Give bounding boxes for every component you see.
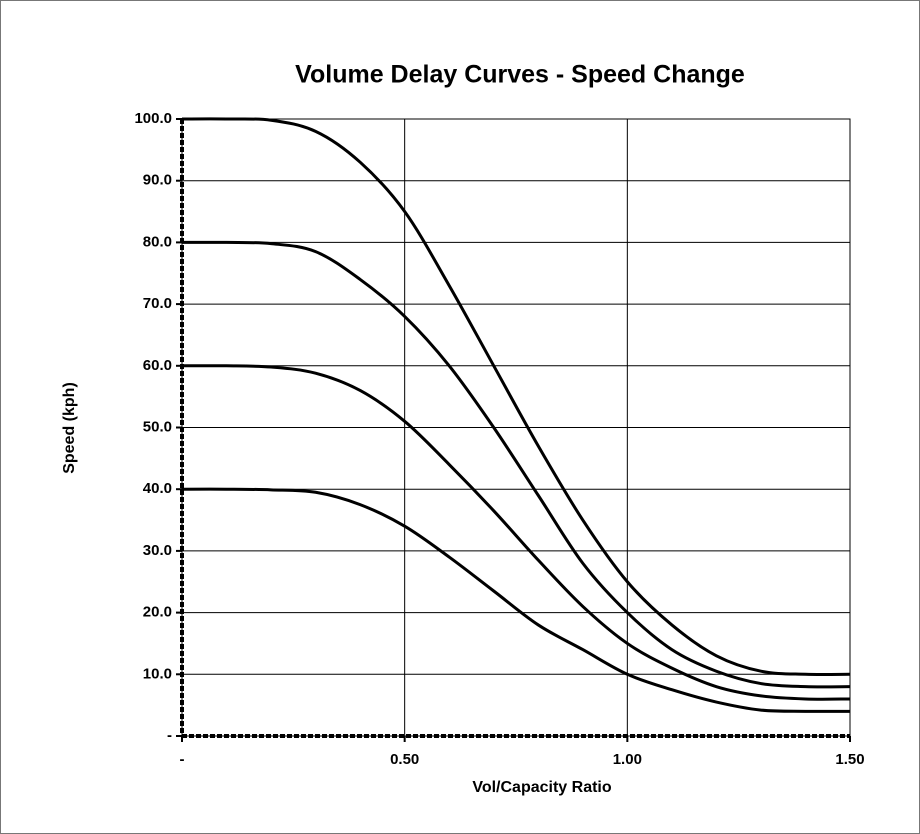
series-line: [181, 364, 851, 701]
chart-title: Volume Delay Curves - Speed Change: [295, 61, 745, 89]
series-line: [181, 240, 851, 689]
y-tick-label: 10.0: [143, 665, 172, 682]
series-line: [181, 487, 851, 713]
x-tick-label: -: [180, 751, 185, 768]
y-tick-label: 30.0: [143, 542, 172, 559]
y-tick-label: 20.0: [143, 604, 172, 621]
y-tick-label: 80.0: [143, 233, 172, 250]
x-tick-label: 1.00: [613, 751, 642, 768]
y-tick-label: 90.0: [143, 172, 172, 189]
y-tick-label: 100.0: [134, 110, 172, 127]
y-tick-label: 40.0: [143, 480, 172, 497]
y-tick-label: 60.0: [143, 357, 172, 374]
x-tick-label: 0.50: [390, 751, 419, 768]
x-tick-label: 1.50: [835, 751, 864, 768]
y-axis-label: Speed (kph): [61, 382, 78, 474]
x-axis-label: Vol/Capacity Ratio: [472, 779, 612, 796]
series-line: [181, 117, 851, 677]
y-tick-label: -: [167, 727, 172, 744]
y-tick-label: 50.0: [143, 418, 172, 435]
y-tick-label: 70.0: [143, 295, 172, 312]
